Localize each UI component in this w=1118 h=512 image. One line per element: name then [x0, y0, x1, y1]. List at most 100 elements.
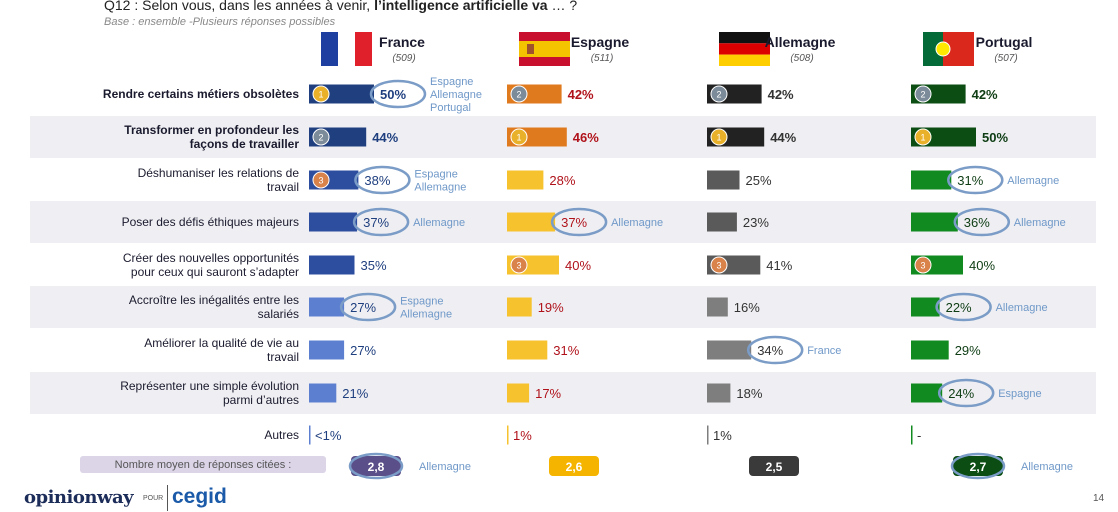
value-label: 38%	[364, 173, 390, 188]
rank-badge	[312, 171, 330, 189]
average-pill	[749, 456, 799, 476]
rank-number: 3	[318, 176, 323, 186]
rank-number: 2	[318, 133, 323, 143]
highlight-note: Allemagne	[400, 309, 452, 321]
bar	[507, 425, 509, 445]
bar	[911, 383, 943, 403]
country-name: Allemagne	[765, 34, 836, 50]
rank-badge	[312, 85, 330, 103]
value-label: 21%	[342, 386, 368, 401]
value-label: 17%	[535, 386, 561, 401]
bar	[707, 425, 709, 445]
highlight-ring	[369, 79, 427, 109]
rank-badge	[710, 85, 728, 103]
highlight-note: Espagne	[430, 76, 473, 88]
category-label: Rendre certains métiers obsolètes	[103, 87, 299, 101]
value-label: 42%	[568, 87, 594, 102]
value-label: 42%	[972, 87, 998, 102]
portugal-flag	[923, 32, 974, 66]
rank-badge	[312, 128, 330, 146]
bar	[309, 212, 358, 232]
rank-number: 1	[516, 133, 521, 143]
bar	[507, 212, 556, 232]
highlight-ring	[354, 165, 411, 195]
bar	[707, 297, 728, 317]
value-label: 35%	[361, 258, 387, 273]
country-base: (507)	[994, 53, 1017, 64]
rank-badge	[710, 128, 728, 146]
value-label: 31%	[553, 343, 579, 358]
rank-badge	[914, 256, 932, 274]
rank-badge	[510, 256, 528, 274]
category-label: Accroître les inégalités entre les	[129, 293, 299, 307]
country-name: France	[379, 34, 425, 50]
average-label-bg	[80, 456, 326, 473]
bar	[507, 340, 548, 360]
rank-number: 2	[920, 90, 925, 100]
category-label: Représenter une simple évolution	[120, 379, 299, 393]
value-label: 50%	[982, 130, 1008, 145]
value-label: 16%	[734, 300, 760, 315]
value-label: 23%	[743, 215, 769, 230]
rank-badge	[510, 128, 528, 146]
rank-badge	[914, 85, 932, 103]
category-label: façons de travailler	[190, 137, 300, 151]
bar	[507, 170, 544, 190]
rank-number: 3	[716, 261, 721, 271]
base-note: Base : ensemble -Plusieurs réponses poss…	[104, 16, 336, 28]
highlight-note: Allemagne	[413, 217, 465, 229]
value-label: 37%	[561, 215, 587, 230]
highlight-note: Allemagne	[1007, 175, 1059, 187]
value-label: 24%	[948, 386, 974, 401]
bar	[707, 340, 752, 360]
rank-number: 2	[516, 90, 521, 100]
bar	[507, 297, 532, 317]
value-label: 40%	[969, 258, 995, 273]
average-value: 2,6	[566, 460, 583, 474]
bar	[911, 212, 958, 232]
value-label: 34%	[757, 343, 783, 358]
category-label: Transformer en profondeur les	[124, 123, 299, 137]
bar	[911, 340, 949, 360]
country-base: (508)	[790, 53, 813, 64]
bar	[507, 383, 530, 403]
country-base: (511)	[591, 53, 614, 64]
value-label: -	[917, 428, 921, 443]
bar	[309, 340, 345, 360]
bar	[309, 425, 311, 445]
category-label: Améliorer la qualité de vie au	[144, 336, 299, 350]
category-label: Déshumaniser les relations de	[138, 166, 300, 180]
france-flag	[321, 32, 372, 66]
spain-flag	[519, 32, 570, 66]
value-label: 25%	[746, 173, 772, 188]
highlight-note: Portugal	[430, 102, 471, 114]
value-label: 44%	[770, 130, 796, 145]
rank-badge	[510, 85, 528, 103]
category-label: Créer des nouvelles opportunités	[123, 251, 299, 265]
bar	[707, 212, 737, 232]
value-label: <1%	[315, 428, 342, 443]
highlight-note: Espagne	[998, 388, 1041, 400]
rank-number: 3	[516, 261, 521, 271]
highlight-note: France	[807, 345, 841, 357]
highlight-note: Allemagne	[1014, 217, 1066, 229]
value-label: 18%	[736, 386, 762, 401]
average-label: Nombre moyen de réponses citées :	[115, 459, 292, 471]
highlight-note: Allemagne	[414, 182, 466, 194]
category-label: travail	[267, 180, 299, 194]
cegid-logo: cegid	[172, 485, 227, 508]
category-label: Poser des défis éthiques majeurs	[122, 215, 299, 229]
rank-badge	[710, 256, 728, 274]
germany-flag	[719, 32, 770, 66]
value-label: 44%	[372, 130, 398, 145]
rank-number: 2	[716, 90, 721, 100]
category-label: Autres	[264, 428, 299, 442]
category-label: parmi d’autres	[223, 393, 299, 407]
country-base: (509)	[392, 53, 415, 64]
value-label: 22%	[946, 300, 972, 315]
highlight-ring	[746, 335, 804, 365]
average-value: 2,8	[368, 460, 385, 474]
category-label: travail	[267, 350, 299, 364]
bar	[309, 297, 345, 317]
value-label: 28%	[549, 173, 575, 188]
